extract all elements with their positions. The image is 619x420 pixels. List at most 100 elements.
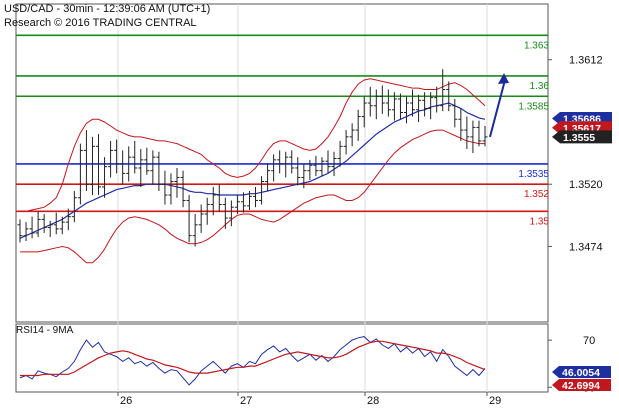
candle [132,140,138,174]
candle [265,163,271,191]
candle [59,216,65,235]
candle [349,123,355,147]
level-label-4: 1.352 [524,189,549,200]
candle [283,151,289,178]
rsi-tag-label-1: 42.6994 [562,380,600,392]
candle [391,92,397,121]
candle [174,167,180,198]
price-axis-label-2: 1.3474 [569,241,603,253]
price-tag-label-2: 1.3555 [563,132,595,144]
candle [120,150,126,185]
candle [422,92,428,117]
candle [65,208,71,231]
candle [355,109,361,141]
rsi-tag-label-0: 46.0054 [562,367,600,379]
level-label-1: 1.36 [530,81,550,92]
candle [470,120,476,154]
rsi-tag-blue: 46.0054 [552,366,611,379]
candle [96,134,102,196]
candle [29,216,35,239]
candle [313,155,319,177]
candle [234,195,240,214]
candle [373,89,379,120]
candle [89,136,95,196]
candle [271,154,277,182]
price-axis-label-1: 1.3520 [569,179,603,191]
candle [186,195,192,243]
candle [259,176,265,205]
candle [156,151,162,191]
candle [482,126,488,147]
bollinger-lower-line [20,129,485,264]
candle [35,211,41,237]
candle [446,81,452,112]
forecast-arrow-shaft [489,79,506,138]
candle [428,92,434,120]
candle [192,213,198,247]
forecast-arrow-head [498,72,509,84]
rsi-series-rsi14 [19,336,486,386]
candle [108,140,114,178]
candle [246,190,252,210]
rsi-tag-red: 42.6994 [552,379,611,392]
candle [452,98,458,128]
candle [17,219,23,243]
candle [41,213,47,233]
candle [397,93,403,120]
candle [23,222,29,242]
candle [71,190,77,223]
rsi-axis-label-0: 70 [583,335,595,347]
moving-average-line [19,102,486,239]
candle [361,96,367,128]
candle [458,108,464,141]
price-axis-label-0: 1.3612 [569,55,603,67]
candle [144,147,150,175]
candle [204,197,210,225]
date-axis-label-29: 29 [489,395,501,407]
candle [301,163,307,189]
candle [325,150,331,174]
candle [434,86,440,113]
candle [102,157,108,198]
candle [198,204,204,233]
candle [216,184,222,212]
level-label-5: 1.35 [530,216,550,227]
date-axis-label-26: 26 [120,395,132,407]
candle [331,151,337,177]
level-label-3: 1.3535 [518,169,549,180]
candle [289,150,295,174]
candle [440,69,446,112]
candle [476,120,482,147]
bollinger-upper-line [20,78,486,212]
chart-header-copyright: Research © 2016 TRADING CENTRAL [4,17,197,29]
candle [47,220,53,237]
level-label-0: 1.363 [524,40,549,51]
candle [83,130,89,191]
candle [150,150,156,185]
candle [385,89,391,117]
candle [337,140,343,167]
rsi-panel-frame [15,323,549,393]
candle [53,212,59,235]
candle [416,94,422,122]
candle [464,116,470,150]
candle [277,150,283,174]
candle [295,157,301,186]
candle [307,159,313,181]
candle [379,85,385,114]
candle [253,186,259,208]
date-axis-label-27: 27 [240,395,252,407]
candle [180,170,186,208]
chart-header-title: USD/CAD - 30min - 12:39:06 AM (UTC+1) [4,3,211,15]
candle [319,157,325,177]
candle [126,146,132,182]
candle [138,149,144,187]
candle [210,186,216,216]
candle [228,200,234,227]
price-tag-dark: 1.3555 [552,130,612,144]
date-axis-label-28: 28 [367,395,379,407]
candle [168,173,174,205]
rsi-panel-title: RSI14 - 9MA [16,325,74,336]
